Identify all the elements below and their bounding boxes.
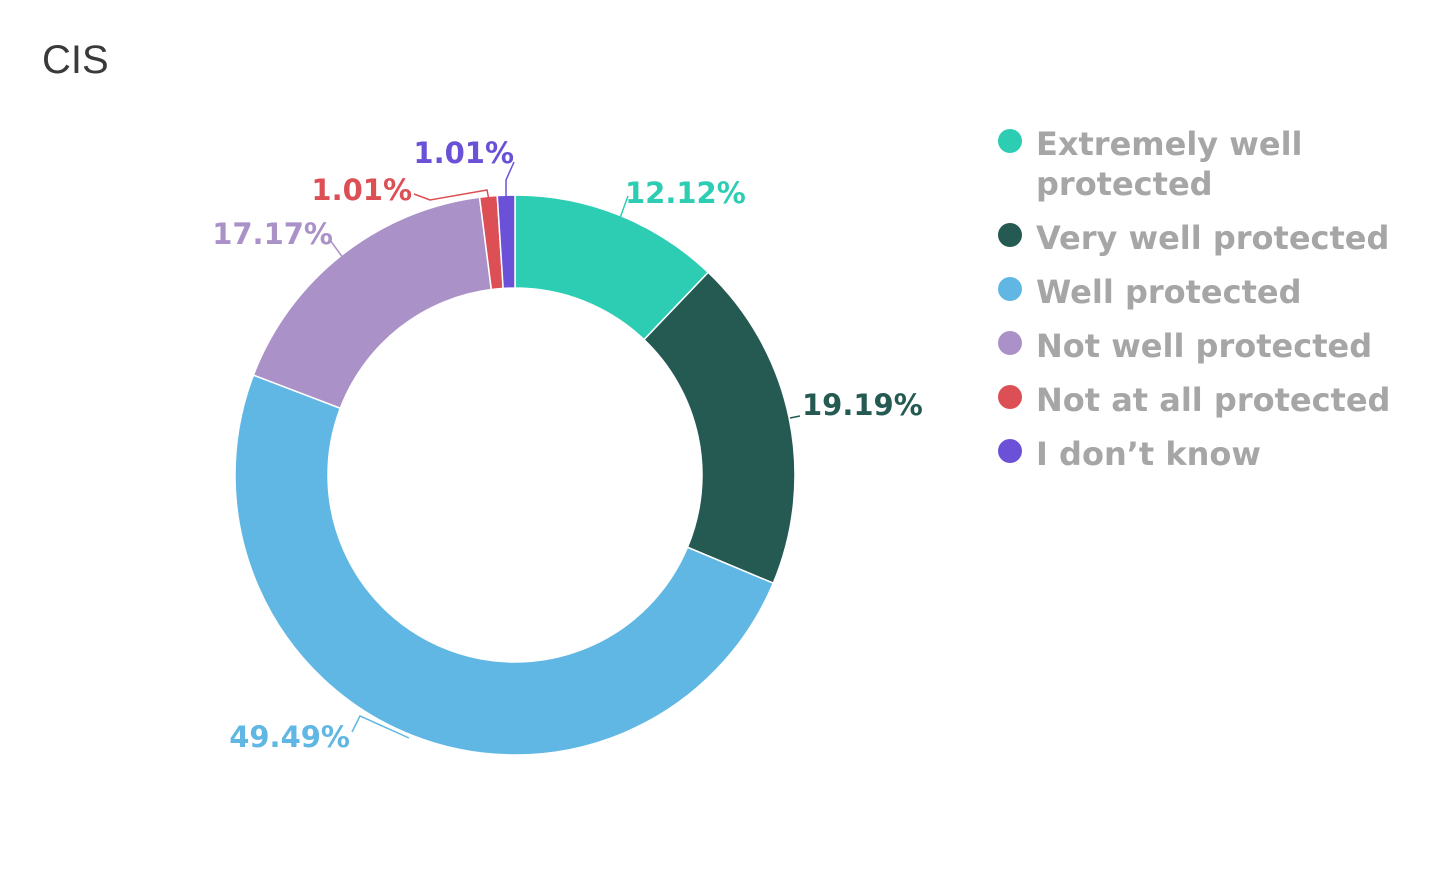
legend-item-extremely-well: Extremely well protected — [998, 124, 1418, 204]
legend-label: I don’t know — [1036, 435, 1261, 473]
donut-slice — [234, 374, 775, 756]
data-label: 17.17% — [212, 217, 333, 251]
leader-line — [351, 715, 410, 739]
leader-line — [505, 161, 515, 197]
legend-item-dont-know: I don’t know — [998, 434, 1418, 474]
leader-line — [329, 239, 347, 263]
legend-dot — [998, 129, 1022, 153]
chart-title: CIS — [42, 38, 109, 82]
legend: Extremely well protected Very well prote… — [998, 124, 1418, 488]
legend-dot — [998, 223, 1022, 247]
legend-label: Extremely well protected — [1036, 125, 1303, 203]
leader-line — [789, 415, 801, 419]
data-labels: 12.12% 19.19% 49.49% 17.17% 1.01%1.01% — [212, 136, 923, 754]
donut-slice — [496, 194, 516, 290]
data-label: 1.01% — [413, 136, 514, 170]
data-label: 49.49% — [229, 720, 350, 754]
legend-label: Not at all protected — [1036, 381, 1391, 419]
data-label: 12.12% — [625, 176, 746, 210]
donut-slice — [642, 271, 796, 585]
legend-dot — [998, 331, 1022, 355]
legend-dot — [998, 277, 1022, 301]
data-label: 1.01% — [311, 173, 412, 207]
leader-line — [619, 195, 629, 219]
legend-item-very-well: Very well protected — [998, 218, 1418, 258]
legend-item-well: Well protected — [998, 272, 1418, 312]
legend-label: Not well protected — [1036, 327, 1373, 365]
legend-dot — [998, 439, 1022, 463]
label-leaders — [329, 161, 801, 739]
data-label: 19.19% — [802, 388, 923, 422]
legend-dot — [998, 385, 1022, 409]
legend-label: Very well protected — [1036, 219, 1390, 257]
legend-item-not-well: Not well protected — [998, 326, 1418, 366]
leader-line — [413, 189, 490, 201]
legend-label: Well protected — [1036, 273, 1302, 311]
donut-slices — [234, 194, 796, 756]
legend-item-not-at-all: Not at all protected — [998, 380, 1418, 420]
